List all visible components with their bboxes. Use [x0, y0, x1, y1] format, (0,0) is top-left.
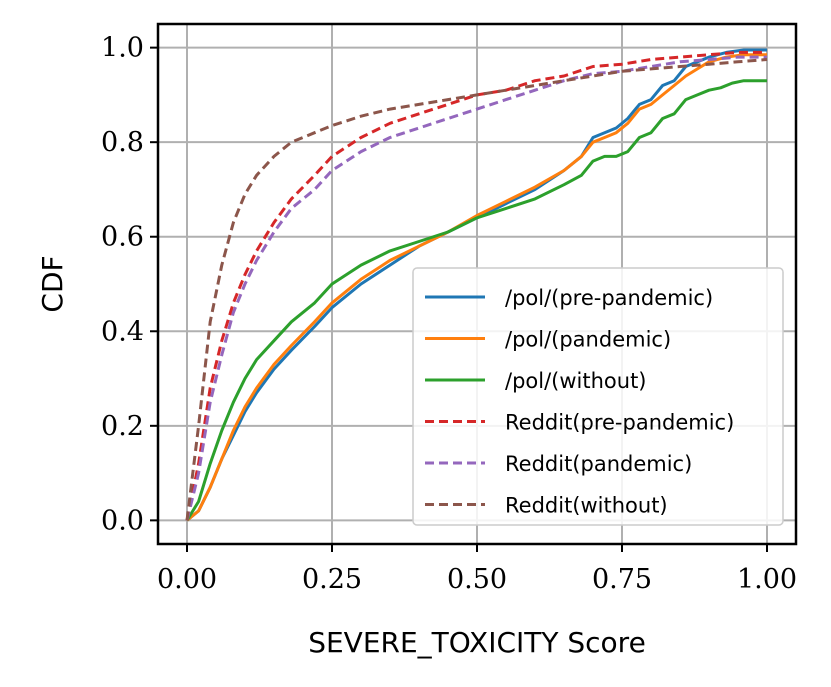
series-line-2 [185, 79, 767, 522]
legend-label-5: Reddit(without) [505, 494, 668, 518]
x-tick-label: 0.00 [157, 564, 217, 595]
y-tick-label: 1.0 [101, 33, 144, 64]
series-layer [185, 48, 768, 522]
legend-box [412, 267, 784, 526]
y-tick-label: 0.8 [101, 127, 144, 158]
series-line-5 [185, 58, 768, 521]
y-tick-label: 0.0 [101, 505, 144, 536]
y-tick-label: 0.6 [101, 222, 144, 253]
series-line-0 [186, 48, 767, 522]
series-line-3 [185, 50, 767, 521]
y-axis-label: CDF [36, 255, 69, 312]
legend: /pol/(pre-pandemic) /pol/(pandemic) /pol/(… [412, 267, 784, 526]
x-tick-label: 0.75 [592, 564, 652, 595]
y-tick-label: 0.4 [101, 316, 144, 347]
legend-label-2: /pol/(without) [505, 369, 647, 393]
legend-label-4: Reddit(pandemic) [505, 452, 692, 476]
series-line-1 [186, 53, 767, 522]
x-axis-label: SEVERE_TOXICITY Score [308, 626, 646, 659]
legend-label-0: /pol/(pre-pandemic) [505, 286, 713, 310]
y-tick-label: 0.2 [101, 411, 144, 442]
legend-label-1: /pol/(pandemic) [505, 328, 671, 352]
x-tick-label: 1.00 [737, 564, 797, 595]
series-line-4 [185, 55, 767, 521]
ticks: 0.00 0.25 0.50 0.75 1.00 0.0 0.2 0.4 0.6 0.8 1.0 [101, 33, 797, 595]
x-tick-label: 0.25 [302, 564, 362, 595]
x-tick-label: 0.50 [447, 564, 507, 595]
legend-label-3: Reddit(pre-pandemic) [505, 411, 734, 435]
